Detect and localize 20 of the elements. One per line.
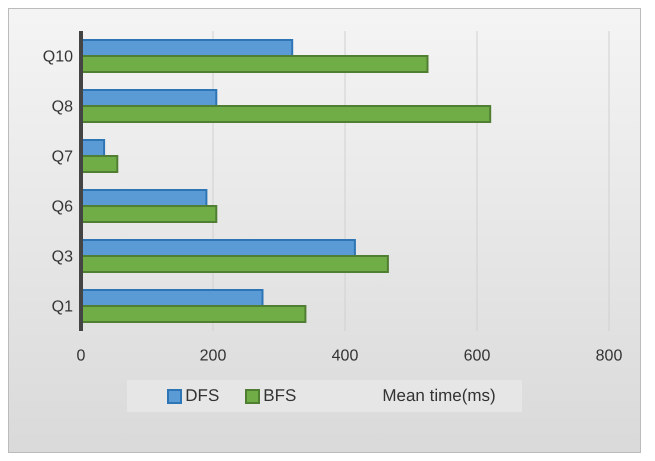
x-tick-label: 0	[76, 347, 86, 364]
bar	[81, 305, 306, 323]
x-tick-label: 200	[200, 347, 226, 364]
y-tick-label: Q7	[52, 148, 74, 166]
bar	[81, 55, 428, 73]
y-tick-label: Q8	[52, 98, 74, 116]
legend-label: DFS	[184, 386, 220, 406]
legend-label: BFS	[262, 386, 296, 406]
bar	[81, 255, 389, 273]
x-axis-title: Mean time(ms)	[382, 386, 496, 406]
y-tick-label: Q6	[52, 198, 74, 216]
x-tick-label: 600	[464, 347, 490, 364]
y-tick-label: Q3	[52, 248, 74, 266]
bar	[81, 205, 218, 223]
y-tick-label: Q1	[52, 298, 74, 316]
bar	[81, 155, 118, 173]
x-tick-label: 800	[596, 347, 622, 364]
y-tick-label: Q10	[42, 48, 74, 66]
bar	[81, 105, 492, 123]
x-tick-label: 400	[332, 347, 358, 364]
